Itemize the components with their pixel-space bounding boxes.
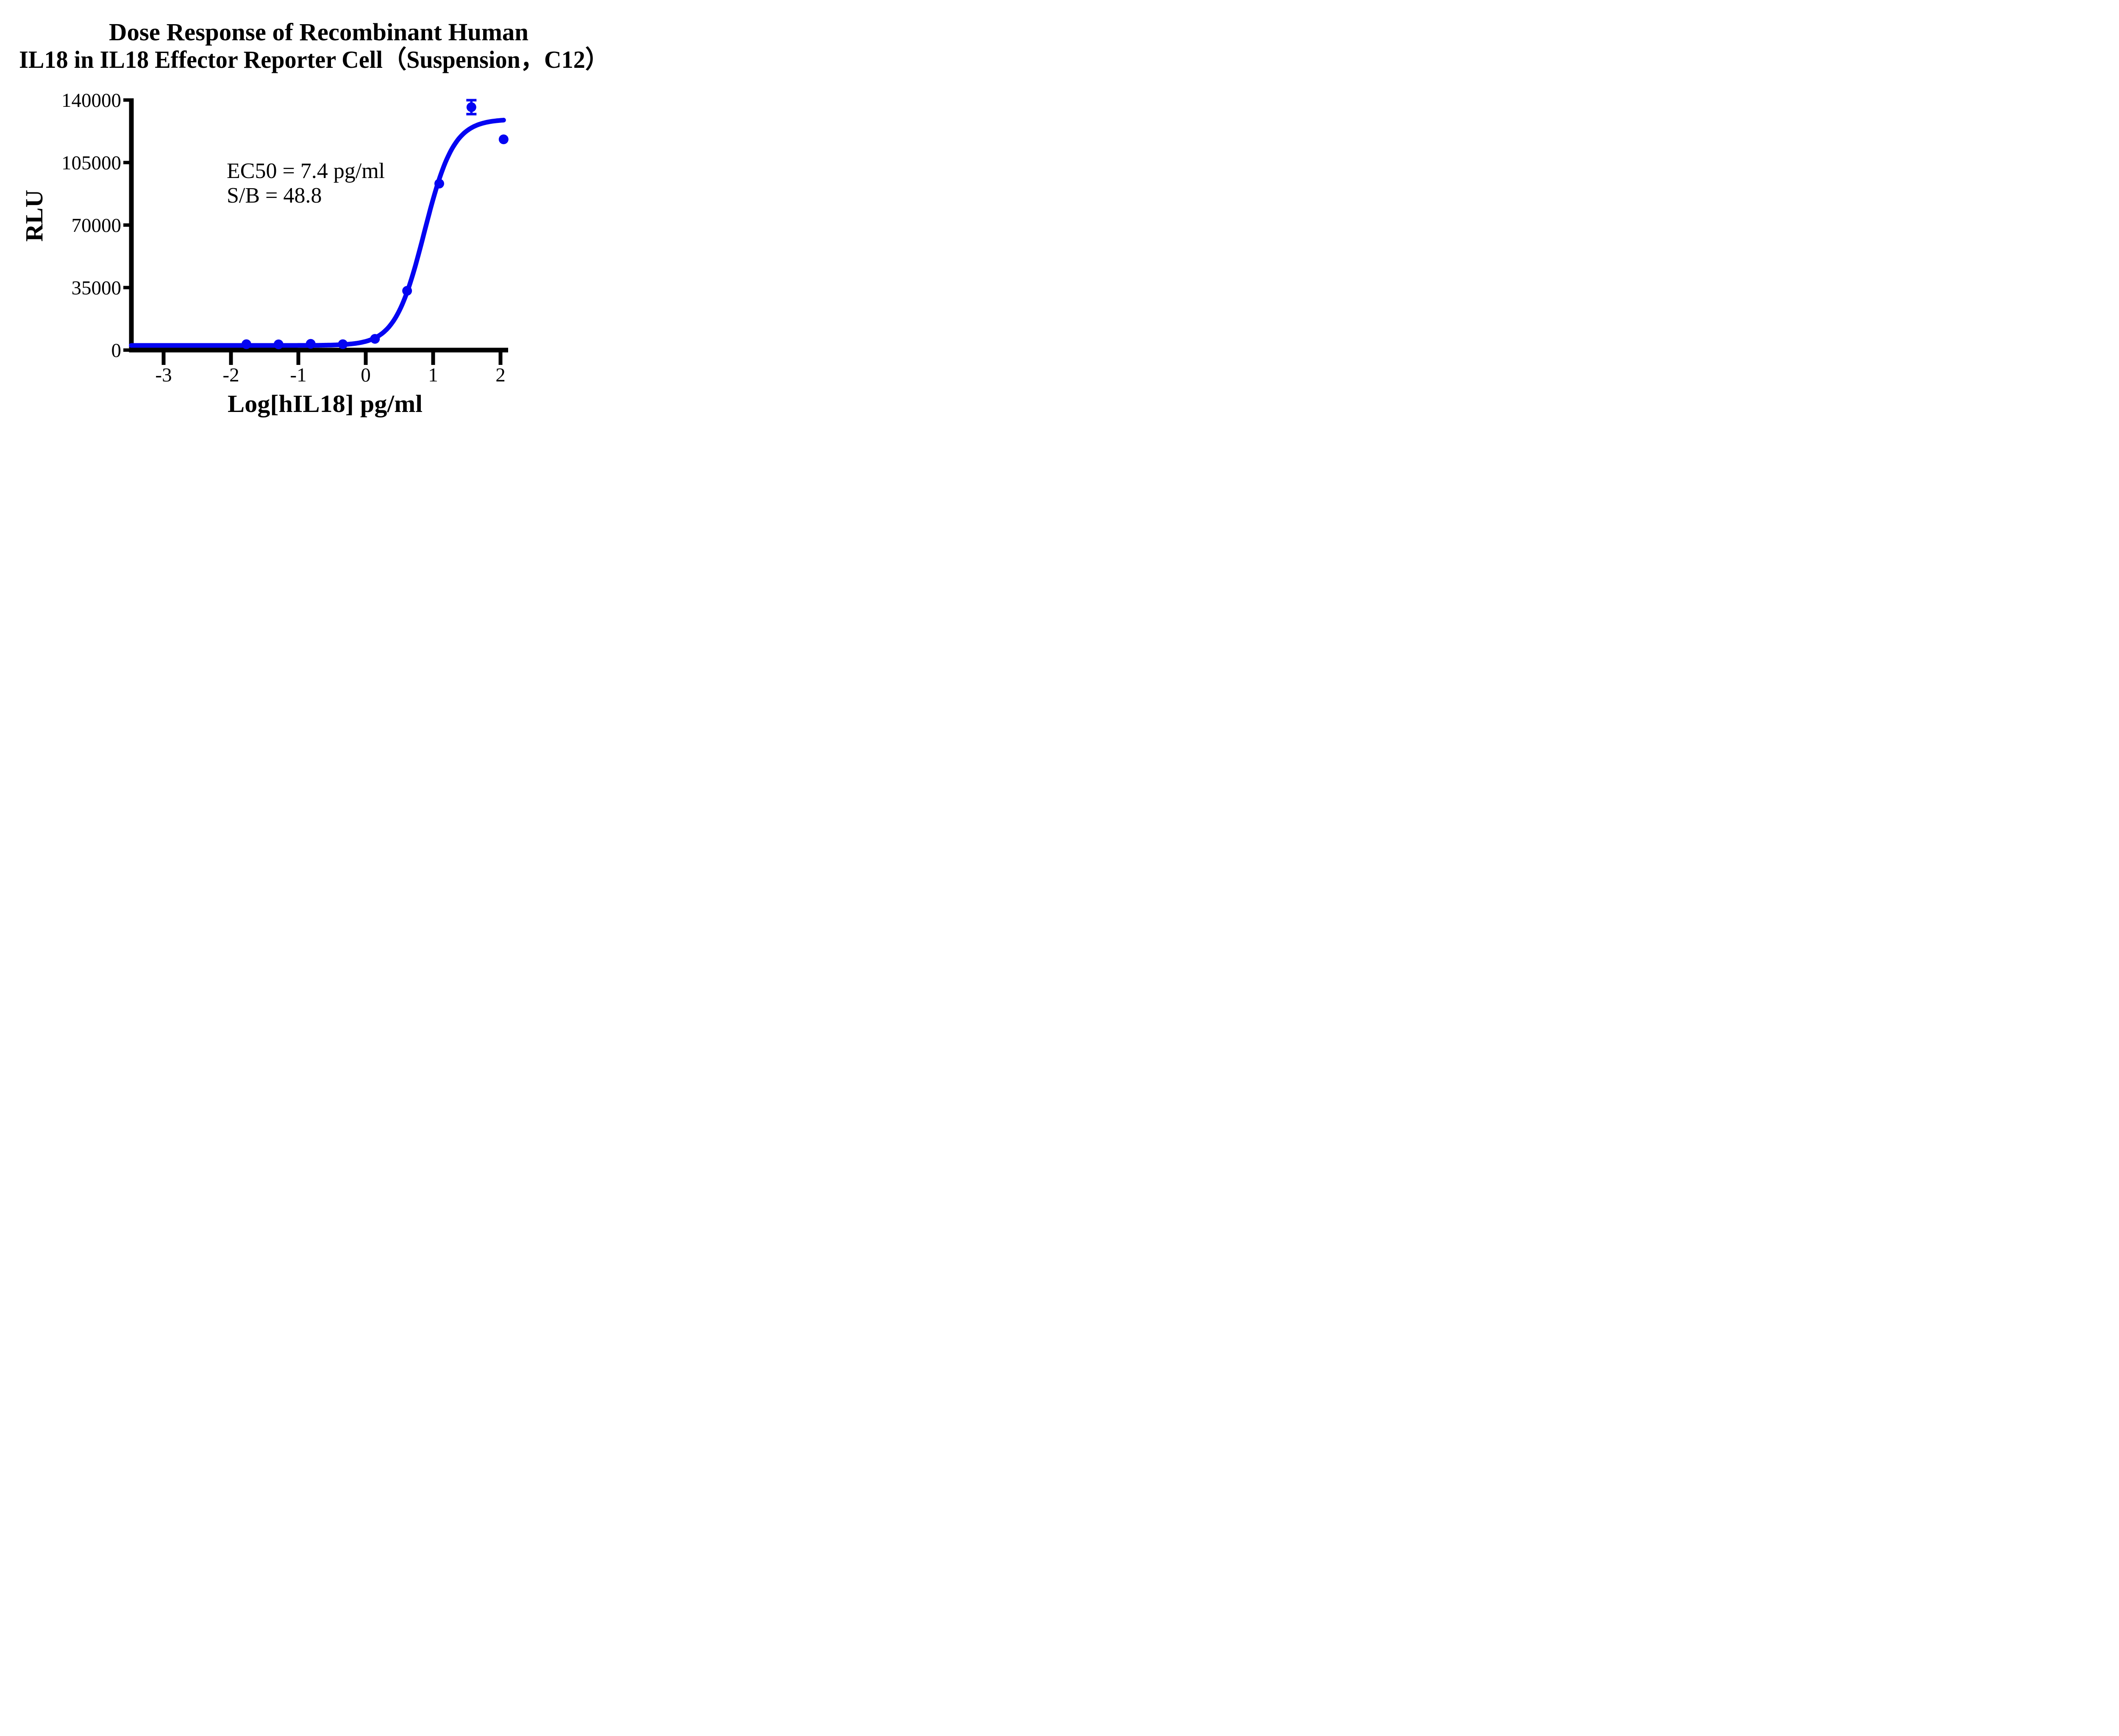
x-tick-label: 1 [428,364,438,386]
annotation-ec50: EC50 = 7.4 pg/ml [227,159,385,183]
y-tick-label: 70000 [72,214,122,236]
y-tick-label: 0 [111,339,122,362]
data-point [370,334,380,344]
y-axis-title: RLU [20,190,48,242]
data-point [338,339,348,349]
x-tick-label: 0 [361,364,371,386]
data-point [273,339,284,350]
dose-response-chart: Dose Response of Recombinant Human IL18 … [19,18,609,417]
chart-title-line1: Dose Response of Recombinant Human [109,18,528,46]
annotation-sb: S/B = 48.8 [227,184,322,208]
data-point [306,339,316,349]
x-axis-title: Log[hIL18] pg/ml [228,390,423,417]
data-point [466,102,476,112]
x-tick-label: -1 [290,364,306,386]
y-tick-label: 35000 [72,277,122,299]
data-point [402,286,412,296]
data-point [434,178,444,189]
data-point [498,134,509,145]
fit-curve [129,117,506,348]
dose-response-figure: Dose Response of Recombinant Human IL18 … [0,0,637,434]
x-tick-label: -2 [222,364,239,386]
x-tick-label: -3 [155,364,172,386]
chart-title-line2: IL18 in IL18 Effector Reporter Cell（Susp… [19,46,609,73]
y-tick-label: 140000 [61,89,121,111]
x-tick-label: 2 [495,364,506,386]
y-tick-label: 105000 [61,152,121,174]
data-point [241,339,251,349]
